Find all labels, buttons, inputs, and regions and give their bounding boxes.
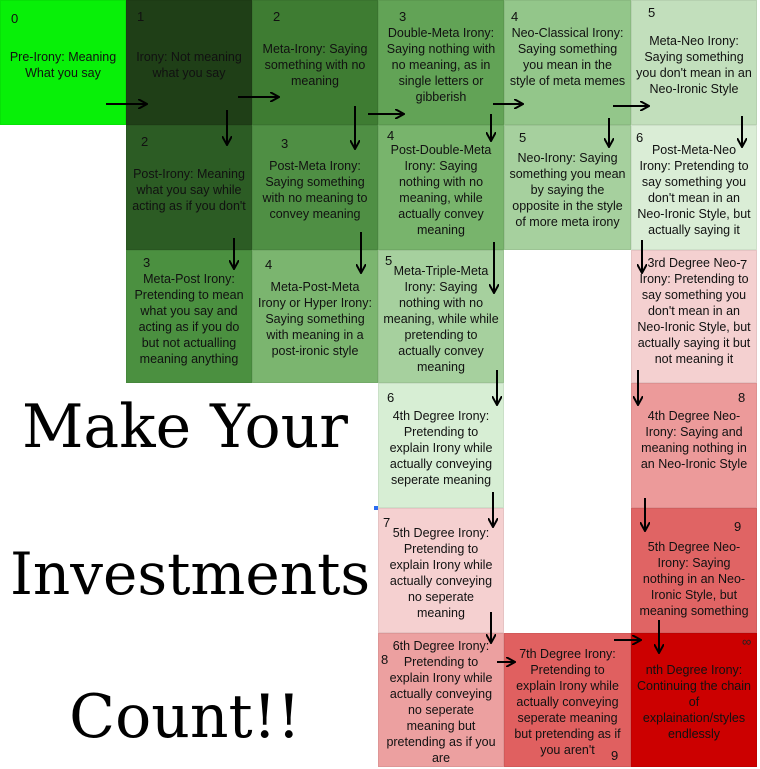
cell-number: ∞	[742, 634, 752, 649]
cell-neo-classical-irony: 4 Neo-Classical Irony: Saying something …	[504, 0, 631, 125]
cell-number: 3	[143, 255, 151, 270]
cell-text: Meta-Post-Meta Irony or Hyper Irony: Say…	[258, 280, 372, 358]
cell-text: Neo-Irony: Saying something you mean by …	[509, 151, 626, 229]
cell-text: 5th Degree Irony: Pretending to explain …	[389, 526, 493, 620]
cell-number: 9	[734, 519, 742, 534]
cell-number: 6	[636, 130, 644, 145]
cell-number: 0	[11, 11, 19, 26]
cell-meta-post-meta-irony: 4 Meta-Post-Meta Irony or Hyper Irony: S…	[252, 250, 378, 383]
cell-number: 2	[273, 9, 281, 24]
cell-text: Meta-Neo Irony: Saying something you don…	[636, 34, 752, 96]
cell-number: 8	[381, 652, 389, 667]
cell-number: 8	[738, 390, 746, 405]
cell-number: 5	[519, 130, 527, 145]
cell-number: 9	[611, 748, 619, 763]
cell-nth-degree-irony: ∞ nth Degree Irony: Continuing the chain…	[631, 633, 757, 767]
cell-number: 6	[387, 390, 395, 405]
cell-number: 4	[265, 257, 273, 272]
cell-meta-post-irony: 3 Meta-Post Irony: Pretending to mean wh…	[126, 250, 252, 383]
cell-text: 7th Degree Irony: Pretending to explain …	[514, 647, 621, 757]
selection-handle	[374, 506, 378, 510]
cell-meta-irony: 2 Meta-Irony: Saying something with no m…	[252, 0, 378, 125]
cell-text: 4th Degree Neo-Irony: Saying and meaning…	[640, 409, 748, 471]
cell-5th-degree-neo-irony: 9 5th Degree Neo-Irony: Saying nothing i…	[631, 508, 757, 633]
cell-number: 7	[383, 515, 391, 530]
cell-text: Irony: Not meaning what you say	[136, 50, 242, 80]
cell-text: Post-Meta-Neo Irony: Pretending to say s…	[637, 143, 751, 237]
cell-number: 4	[511, 9, 519, 24]
cell-number: 7	[740, 257, 748, 272]
cell-text: 4th Degree Irony: Pretending to explain …	[389, 409, 493, 487]
cell-number: 2	[141, 134, 149, 149]
cell-pre-irony: 0 Pre-Irony: Meaning What you say	[0, 0, 126, 125]
cell-text: Meta-Irony: Saying something with no mea…	[262, 42, 368, 88]
cell-text: Meta-Triple-Meta Irony: Saying nothing w…	[383, 264, 499, 374]
cell-4th-degree-irony: 6 4th Degree Irony: Pretending to explai…	[378, 383, 504, 508]
cell-text: Post-Irony: Meaning what you say while a…	[132, 167, 246, 213]
cell-number: 3	[399, 9, 407, 24]
cell-number: 1	[137, 9, 145, 24]
cell-text: nth Degree Irony: Continuing the chain o…	[637, 663, 751, 741]
cell-text: Post-Meta Irony: Saying something with n…	[262, 159, 368, 221]
cell-6th-degree-irony: 8 6th Degree Irony: Pretending to explai…	[378, 633, 504, 767]
cell-text: 6th Degree Irony: Pretending to explain …	[386, 639, 496, 765]
title-line-2: Investments	[10, 540, 371, 608]
cell-text: Pre-Irony: Meaning What you say	[9, 50, 117, 80]
cell-text: Neo-Classical Irony: Saying something yo…	[509, 26, 626, 88]
cell-double-meta-irony: 3 Double-Meta Irony: Saying nothing with…	[378, 0, 504, 125]
cell-text: 3rd Degree Neo-Irony: Pretending to say …	[637, 256, 751, 366]
cell-3rd-degree-neo-irony: 7 3rd Degree Neo-Irony: Pretending to sa…	[631, 250, 757, 383]
cell-text: Post-Double-Meta Irony: Saying nothing w…	[390, 143, 492, 237]
cell-number: 3	[281, 136, 289, 151]
title-line-3: Count!!	[69, 682, 301, 752]
cell-post-meta-neo-irony: 6 Post-Meta-Neo Irony: Pretending to say…	[631, 125, 757, 250]
cell-number: 5	[385, 253, 393, 268]
cell-5th-degree-irony: 7 5th Degree Irony: Pretending to explai…	[378, 508, 504, 633]
cell-7th-degree-irony: 9 7th Degree Irony: Pretending to explai…	[504, 633, 631, 767]
cell-meta-triple-meta-irony: 5 Meta-Triple-Meta Irony: Saying nothing…	[378, 250, 504, 383]
cell-meta-neo-irony: 5 Meta-Neo Irony: Saying something you d…	[631, 0, 757, 125]
cell-post-double-meta-irony: 4 Post-Double-Meta Irony: Saying nothing…	[378, 125, 504, 250]
cell-text: Double-Meta Irony: Saying nothing with n…	[386, 26, 496, 104]
cell-4th-degree-neo-irony: 8 4th Degree Neo-Irony: Saying and meani…	[631, 383, 757, 508]
cell-number: 5	[648, 5, 656, 20]
title-line-1: Make Your	[22, 392, 348, 462]
cell-text: 5th Degree Neo-Irony: Saying nothing in …	[639, 540, 749, 618]
cell-number: 4	[387, 128, 395, 143]
cell-text: Meta-Post Irony: Pretending to mean what…	[134, 272, 244, 366]
